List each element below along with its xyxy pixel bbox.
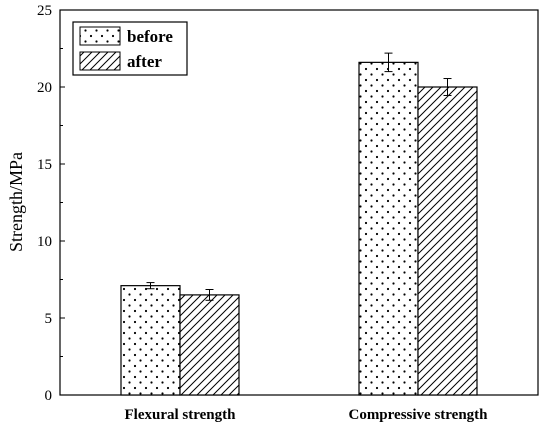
bar-after bbox=[179, 294, 240, 396]
y-tick-label: 20 bbox=[37, 80, 52, 96]
y-tick-label: 5 bbox=[45, 311, 53, 327]
bar-after bbox=[417, 86, 478, 396]
legend: before after bbox=[72, 21, 188, 76]
bar-before bbox=[358, 61, 419, 396]
legend-label-after: after bbox=[127, 52, 162, 71]
y-tick-label: 15 bbox=[37, 157, 52, 173]
legend-swatch-after bbox=[79, 51, 121, 71]
bar-before bbox=[120, 285, 181, 396]
legend-swatch-before bbox=[79, 26, 121, 46]
x-tick-label: Flexural strength bbox=[125, 407, 237, 423]
x-tick-label: Compressive strength bbox=[348, 407, 488, 423]
y-tick-label: 25 bbox=[37, 3, 52, 19]
y-axis-label: Strength/MPa bbox=[6, 152, 26, 252]
y-tick-label: 0 bbox=[45, 388, 53, 404]
legend-label-before: before bbox=[127, 27, 173, 46]
y-tick-label: 10 bbox=[37, 234, 52, 250]
